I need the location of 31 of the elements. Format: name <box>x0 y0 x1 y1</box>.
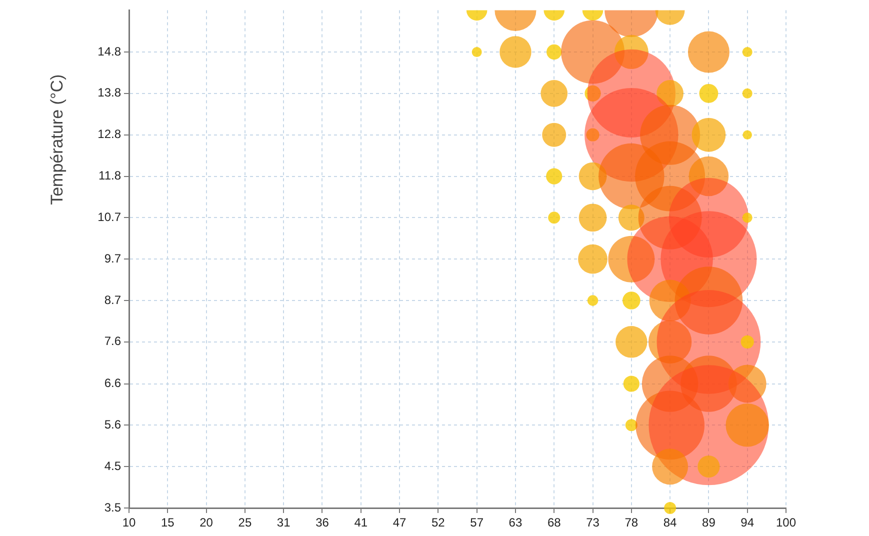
x-tick-label: 10 <box>122 516 136 530</box>
y-tick-label: 8.7 <box>104 292 122 307</box>
x-tick-label: 63 <box>508 516 522 530</box>
x-tick-label: 20 <box>200 516 214 530</box>
x-tick-label: 25 <box>238 516 252 530</box>
x-tick-label: 100 <box>776 516 796 530</box>
x-tick-label: 57 <box>470 516 484 530</box>
x-tick-label: 89 <box>702 516 716 530</box>
y-tick-label: 5.6 <box>104 417 122 432</box>
y-tick-label: 14.8 <box>98 44 122 58</box>
y-tick-label: 4.5 <box>104 458 122 473</box>
x-tick-label: 94 <box>740 516 754 530</box>
x-tick-label: 84 <box>663 516 678 530</box>
x-tick-label: 73 <box>586 516 600 530</box>
y-tick-label: 11.8 <box>98 168 122 183</box>
x-tick-label: 15 <box>160 516 175 530</box>
y-tick-label: 13.8 <box>98 86 122 100</box>
x-tick-label: 68 <box>547 516 562 530</box>
y-tick-label: 12.8 <box>98 127 122 142</box>
x-tick-label: 78 <box>624 516 638 530</box>
y-tick-label: 3.5 <box>104 500 122 514</box>
x-tick-label: 31 <box>276 516 291 530</box>
y-tick-label: 9.7 <box>104 251 122 266</box>
x-tick-label: 47 <box>392 516 407 530</box>
y-tick-label: 10.7 <box>98 210 122 224</box>
y-tick-label: 6.6 <box>104 376 122 390</box>
y-tick-label: 7.6 <box>104 334 122 348</box>
x-tick-label: 41 <box>354 516 368 530</box>
x-tick-label: 52 <box>431 516 446 530</box>
y-axis-title: Température (°C) <box>48 74 67 205</box>
x-tick-label: 36 <box>316 516 330 530</box>
